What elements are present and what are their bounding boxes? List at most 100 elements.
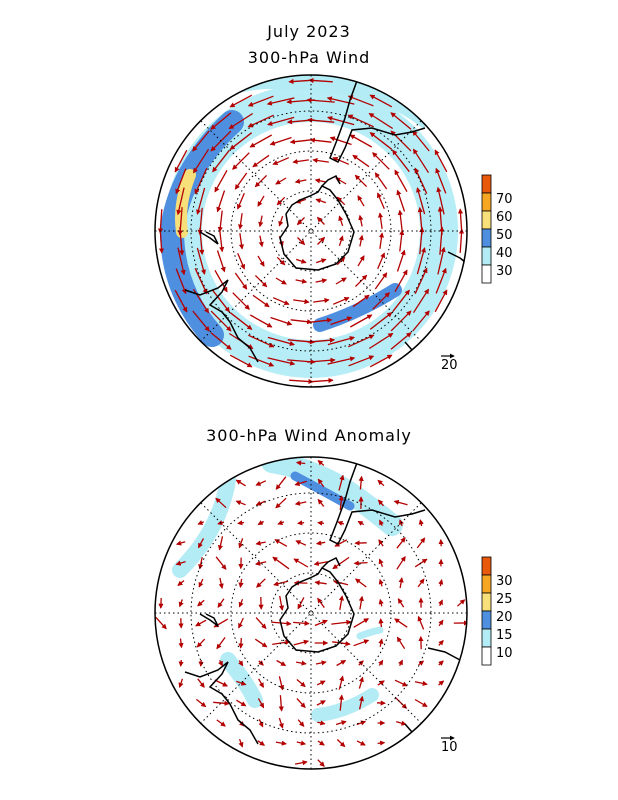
wind-vector: [255, 480, 267, 486]
wind-vector: [278, 595, 285, 611]
wind-vector: [378, 598, 384, 607]
wind-vector: [294, 178, 307, 184]
wind-vector: [369, 132, 393, 150]
wind-vector: [358, 475, 364, 490]
panel2-shading: [172, 457, 403, 722]
wind-vector: [394, 169, 408, 193]
wind-vector: [377, 212, 384, 229]
wind-vector: [348, 355, 375, 367]
wind-vector: [228, 112, 254, 130]
panel2-map: 10 10 15 20 25 30: [154, 456, 513, 770]
wind-vector: [237, 252, 246, 270]
wind-vector: [377, 680, 385, 686]
wind-vector: [314, 178, 327, 184]
wind-vector: [196, 187, 206, 215]
panel1-colorbar-label: 60: [496, 210, 513, 225]
wind-vector: [327, 356, 356, 365]
wind-vector: [219, 230, 225, 253]
wind-vector: [349, 314, 373, 328]
wind-vector: [338, 215, 344, 227]
wind-vector: [356, 740, 366, 746]
wind-vector: [414, 167, 428, 194]
wind-vector: [317, 740, 325, 746]
wind-vector: [393, 499, 408, 506]
wind-vector: [198, 578, 204, 588]
wind-vector: [438, 579, 444, 587]
wind-vector: [377, 499, 384, 507]
wind-vector: [272, 556, 290, 570]
wind-vector: [293, 558, 309, 568]
wind-vector: [275, 177, 287, 185]
wind-vector: [297, 719, 305, 727]
wind-vector: [249, 134, 273, 148]
wind-vector: [327, 336, 355, 346]
wind-vector: [289, 139, 312, 145]
wind-vector: [348, 334, 375, 348]
panel2-reference-label: 10: [441, 740, 458, 755]
wind-vector: [238, 578, 244, 588]
wind-vector: [399, 229, 405, 252]
wind-vector: [255, 617, 267, 630]
wind-vector: [397, 209, 403, 232]
panel2-wind-vectors: [155, 460, 467, 767]
wind-vector: [437, 246, 446, 275]
wind-vector: [297, 597, 305, 610]
wind-vector: [212, 149, 230, 173]
wind-vector: [390, 332, 412, 350]
wind-vector: [329, 136, 352, 146]
wind-vector: [232, 292, 250, 310]
wind-vector: [214, 169, 228, 193]
wind-vector: [210, 332, 232, 350]
wind-vector: [314, 580, 327, 586]
wind-vector: [396, 189, 406, 212]
wind-vector: [269, 136, 292, 146]
wind-vector: [294, 500, 307, 506]
wind-vector: [217, 210, 223, 233]
wind-vector: [272, 639, 291, 646]
wind-vector: [368, 112, 394, 130]
wind-vector: [396, 636, 406, 650]
wind-vector: [356, 720, 367, 726]
wind-vector: [330, 316, 353, 326]
panel2-colorbar: 10 15 20 25 30: [481, 556, 513, 666]
wind-vector: [238, 738, 244, 748]
wind-vector: [197, 599, 205, 607]
wind-vector: [332, 156, 350, 165]
wind-vector: [238, 660, 244, 667]
wind-vector: [292, 158, 309, 165]
wind-vector: [368, 332, 394, 350]
wind-vector: [314, 619, 328, 627]
wind-vector: [258, 215, 264, 228]
wind-vector: [254, 638, 268, 648]
wind-vector: [229, 312, 253, 330]
wind-vector: [326, 96, 355, 105]
wind-vector: [216, 250, 226, 273]
wind-vector: [216, 719, 226, 727]
wind-vector: [347, 95, 374, 107]
wind-vector: [218, 577, 224, 589]
wind-vector: [295, 258, 307, 264]
wind-vector: [252, 154, 270, 168]
wind-vector: [177, 580, 185, 586]
wind-vector: [317, 597, 325, 608]
wind-vector: [332, 641, 351, 647]
wind-vector: [398, 659, 403, 666]
wind-vector: [313, 560, 328, 566]
wind-vector: [296, 698, 306, 709]
wind-vector: [312, 157, 329, 164]
wind-vector: [192, 310, 210, 332]
panel1-colorbar-label: 30: [496, 264, 513, 279]
wind-vector: [317, 478, 325, 488]
wind-vector: [317, 498, 325, 507]
wind-vector: [175, 560, 186, 566]
wind-vector: [276, 256, 286, 266]
wind-vector: [229, 354, 253, 368]
wind-vector: [217, 598, 225, 608]
wind-vector: [270, 316, 293, 326]
wind-vector: [435, 167, 447, 194]
wind-vector: [338, 235, 344, 247]
panel1-map-border: [154, 74, 468, 388]
wind-vector: [357, 195, 365, 207]
wind-vector: [377, 252, 386, 270]
wind-vector: [395, 697, 408, 709]
